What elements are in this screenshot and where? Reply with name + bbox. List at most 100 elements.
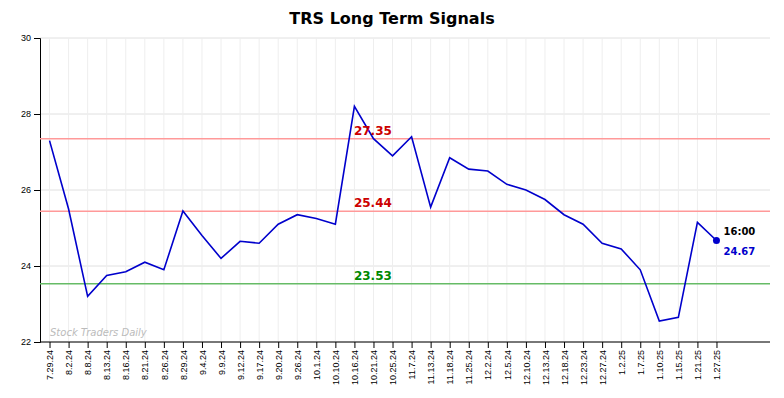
tick-label: 10.16.24 xyxy=(350,350,360,385)
tick-mark xyxy=(107,342,108,348)
tick-label: 10.25.24 xyxy=(388,350,398,385)
tick-mark xyxy=(678,342,679,348)
tick: 30 xyxy=(21,33,40,43)
tick: 9.26.24 xyxy=(293,342,303,380)
tick: 26 xyxy=(21,185,40,195)
tick-label: 9.9.24 xyxy=(217,350,227,375)
tick-mark xyxy=(602,342,603,348)
grid-line xyxy=(487,38,488,342)
tick-label: 9.20.24 xyxy=(274,350,284,380)
tick: 10.25.24 xyxy=(388,342,398,385)
grid-line xyxy=(163,38,164,342)
tick: 10.1.24 xyxy=(312,342,322,380)
tick: 9.20.24 xyxy=(274,342,284,380)
tick-mark xyxy=(373,342,374,348)
tick: 10.10.24 xyxy=(331,342,341,385)
tick-mark xyxy=(316,342,317,348)
grid-line xyxy=(640,38,641,342)
grid-line xyxy=(40,38,770,39)
tick-mark xyxy=(716,342,717,348)
grid-line xyxy=(106,38,107,342)
grid-line xyxy=(240,38,241,342)
grid-line xyxy=(49,38,50,342)
tick-label: 12.18.24 xyxy=(560,350,570,385)
tick-mark xyxy=(34,342,40,343)
tick-mark xyxy=(621,342,622,348)
y-axis: 22 24 26 28 30 xyxy=(21,33,41,347)
tick: 28 xyxy=(21,109,40,119)
grid-line xyxy=(392,38,393,342)
tick-label: 28 xyxy=(21,109,31,119)
tick-label: 1.27.25 xyxy=(712,350,722,380)
tick-label: 10.21.24 xyxy=(369,350,379,385)
tick-label: 11.25.24 xyxy=(464,350,474,384)
tick-mark xyxy=(278,342,279,348)
tick: 11.25.24 xyxy=(464,342,474,384)
tick-mark xyxy=(34,38,40,39)
watermark: Stock Traders Daily xyxy=(50,327,148,338)
tick-mark xyxy=(659,342,660,348)
grid-line xyxy=(544,38,545,342)
chart: TRS Long Term Signals7.29.248.2.248.8.24… xyxy=(0,0,784,398)
reference-line xyxy=(40,211,770,213)
annotations: 27.3525.4423.5316:0024.67Stock Traders D… xyxy=(50,124,755,338)
tick-label: 1.15.25 xyxy=(674,350,684,380)
grid-line xyxy=(659,38,660,342)
tick-mark xyxy=(583,342,584,348)
grid-line xyxy=(68,38,69,342)
tick-mark xyxy=(297,342,298,348)
plot: 7.29.248.2.248.8.248.13.248.16.248.21.24… xyxy=(21,33,770,385)
tick: 7.29.24 xyxy=(45,342,55,380)
tick-mark xyxy=(240,342,241,348)
grid xyxy=(40,38,770,342)
tick-label: 12.13.24 xyxy=(541,350,551,385)
tick-label: 8.21.24 xyxy=(140,350,150,380)
tick-label: 11.7.24 xyxy=(407,350,417,379)
tick-label: 9.17.24 xyxy=(255,350,265,380)
tick-mark xyxy=(34,190,40,191)
tick: 24 xyxy=(21,261,40,271)
tick-mark xyxy=(183,342,184,348)
tick: 11.13.24 xyxy=(426,342,436,384)
tick-label: 1.2.25 xyxy=(617,350,627,375)
tick: 8.13.24 xyxy=(102,342,112,380)
tick-label: 1.10.25 xyxy=(655,350,665,380)
tick-mark xyxy=(393,342,394,348)
tick-mark xyxy=(488,342,489,348)
tick: 8.8.24 xyxy=(83,342,93,375)
tick-label: 9.26.24 xyxy=(293,350,303,380)
tick: 12.23.24 xyxy=(579,342,589,385)
reference-label: 23.53 xyxy=(354,269,392,283)
tick: 1.10.25 xyxy=(655,342,665,380)
tick: 9.9.24 xyxy=(217,342,227,375)
tick-label: 10.1.24 xyxy=(312,350,322,380)
tick-label: 10.10.24 xyxy=(331,350,341,385)
tick-label: 11.13.24 xyxy=(426,350,436,384)
tick: 8.21.24 xyxy=(140,342,150,380)
tick: 1.7.25 xyxy=(636,342,646,375)
tick-label: 9.12.24 xyxy=(236,350,246,380)
grid-line xyxy=(335,38,336,342)
tick-mark xyxy=(69,342,70,348)
tick-mark xyxy=(469,342,470,348)
tick: 12.5.24 xyxy=(503,342,513,380)
grid-line xyxy=(697,38,698,342)
tick-label: 24 xyxy=(21,261,31,271)
grid-line xyxy=(430,38,431,342)
tick: 12.27.24 xyxy=(598,342,608,385)
tick-mark xyxy=(354,342,355,348)
grid-line xyxy=(221,38,222,342)
tick-label: 26 xyxy=(21,185,31,195)
tick-label: 12.23.24 xyxy=(579,350,589,385)
end-value-label: 24.67 xyxy=(723,246,755,257)
grid-line xyxy=(40,266,770,267)
grid-line xyxy=(40,114,770,115)
tick-mark xyxy=(50,342,51,348)
tick-mark xyxy=(412,342,413,348)
tick: 8.16.24 xyxy=(121,342,131,380)
grid-line xyxy=(583,38,584,342)
tick: 22 xyxy=(21,337,40,347)
end-time-label: 16:00 xyxy=(723,226,755,237)
tick-mark xyxy=(431,342,432,348)
tick-label: 8.29.24 xyxy=(179,350,189,380)
